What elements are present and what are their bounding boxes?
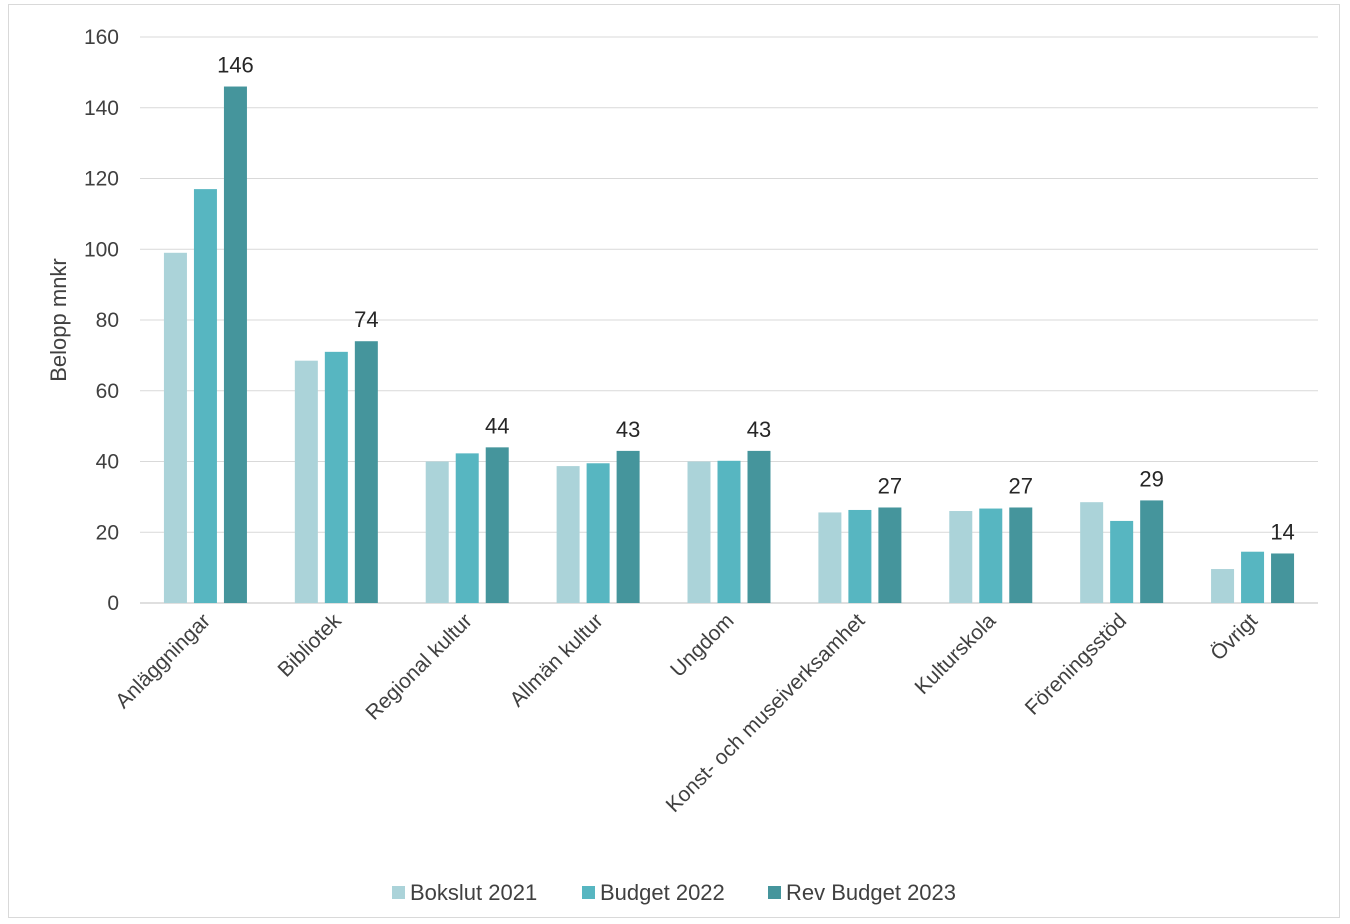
bar bbox=[455, 453, 479, 603]
x-tick-label: Bibliotek bbox=[273, 609, 346, 682]
data-label: 27 bbox=[1009, 473, 1033, 498]
bar bbox=[294, 360, 318, 603]
bars bbox=[163, 86, 1295, 604]
bar bbox=[687, 461, 711, 603]
y-tick-label: 40 bbox=[96, 451, 119, 474]
bar bbox=[848, 509, 872, 603]
data-label: 146 bbox=[217, 53, 254, 78]
data-label: 29 bbox=[1139, 466, 1163, 491]
bar bbox=[616, 450, 640, 603]
bar bbox=[717, 460, 741, 603]
bar bbox=[979, 508, 1003, 603]
data-label: 14 bbox=[1270, 519, 1294, 544]
bar bbox=[1110, 520, 1134, 603]
bar bbox=[586, 463, 610, 603]
bar bbox=[1140, 500, 1164, 603]
legend-label: Rev Budget 2023 bbox=[786, 880, 956, 905]
data-label: 43 bbox=[747, 417, 771, 442]
x-tick-label: Övrigt bbox=[1206, 609, 1262, 665]
x-tick-label: Ungdom bbox=[666, 609, 738, 681]
y-tick-label: 160 bbox=[84, 26, 119, 49]
data-label: 74 bbox=[354, 307, 378, 332]
bar bbox=[818, 512, 842, 603]
y-tick-label: 60 bbox=[96, 380, 119, 403]
bar bbox=[193, 189, 217, 604]
bar bbox=[556, 466, 580, 603]
legend-swatch bbox=[392, 886, 405, 899]
legend: Bokslut 2021 Budget 2022 Rev Budget 2023 bbox=[392, 880, 956, 905]
y-tick-label: 120 bbox=[84, 168, 119, 191]
x-tick-label: Kulturskola bbox=[911, 609, 1001, 699]
bar bbox=[1009, 507, 1033, 603]
x-tick-label: Föreningsstöd bbox=[1021, 609, 1131, 719]
y-tick-label: 20 bbox=[96, 521, 119, 544]
bar bbox=[1241, 551, 1265, 603]
bar bbox=[949, 511, 973, 603]
bar bbox=[425, 461, 449, 603]
data-label: 44 bbox=[485, 413, 509, 438]
y-axis-ticks: 0 20 40 60 80 100 120 140 160 bbox=[84, 26, 119, 615]
legend-label: Budget 2022 bbox=[600, 880, 725, 905]
x-axis-ticks: Anläggningar Bibliotek Regional kultur Allm… bbox=[111, 609, 1262, 817]
bar bbox=[1271, 553, 1295, 603]
x-tick-label: Anläggningar bbox=[111, 609, 215, 713]
bar bbox=[1211, 569, 1235, 603]
data-label: 43 bbox=[616, 417, 640, 442]
data-label: 27 bbox=[878, 473, 902, 498]
bar bbox=[878, 507, 902, 603]
legend-swatch bbox=[768, 886, 781, 899]
y-tick-label: 0 bbox=[107, 592, 119, 615]
bar bbox=[354, 341, 378, 603]
legend-label: Bokslut 2021 bbox=[410, 880, 537, 905]
x-tick-label: Allmän kultur bbox=[506, 609, 608, 711]
y-axis-title: Belopp mnkr bbox=[46, 258, 71, 382]
y-tick-label: 140 bbox=[84, 97, 119, 120]
bar bbox=[324, 351, 348, 603]
x-tick-label: Regional kultur bbox=[361, 609, 476, 724]
bar bbox=[223, 86, 247, 603]
bar bbox=[485, 447, 509, 603]
y-tick-label: 100 bbox=[84, 238, 119, 261]
bar bbox=[1080, 502, 1104, 603]
legend-swatch bbox=[582, 886, 595, 899]
bar bbox=[163, 252, 187, 603]
bar bbox=[747, 450, 771, 603]
y-tick-label: 80 bbox=[96, 309, 119, 332]
data-labels: 146 74 44 43 43 27 27 29 14 bbox=[217, 53, 1295, 545]
